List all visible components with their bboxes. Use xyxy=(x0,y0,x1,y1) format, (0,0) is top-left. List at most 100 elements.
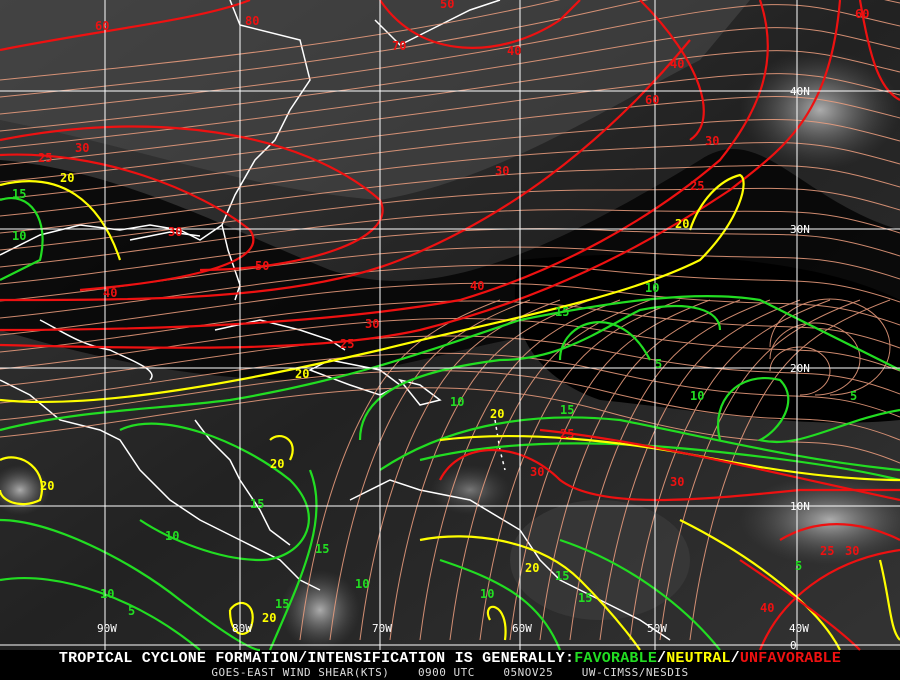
valid-date: 05NOV25 xyxy=(503,666,554,679)
streamline xyxy=(0,27,900,132)
contour-label-neutral: 20 xyxy=(295,367,309,381)
contour-favorable xyxy=(0,294,900,432)
contour-label-favorable: 5 xyxy=(128,604,135,618)
contour-unfavorable xyxy=(0,0,769,332)
longitude-label: 50W xyxy=(647,622,667,635)
contour-label-unfavorable: 30 xyxy=(75,141,89,155)
contour-favorable xyxy=(717,377,900,444)
credit: UW-CIMSS/NESDIS xyxy=(581,666,689,679)
contour-label-unfavorable: 40 xyxy=(470,279,484,293)
contour-label-favorable: 15 xyxy=(560,403,574,417)
contour-unfavorable xyxy=(539,428,900,502)
contour-label-unfavorable: 25 xyxy=(340,337,354,351)
longitude-label: 60W xyxy=(512,622,532,635)
contour-label-favorable: 15 xyxy=(578,591,592,605)
lat-lon-grid xyxy=(0,0,900,650)
streamline xyxy=(509,299,711,641)
longitude-label: 40W xyxy=(789,622,809,635)
streamline xyxy=(0,387,900,464)
contour-favorable xyxy=(268,469,318,651)
contour-neutral xyxy=(0,173,745,404)
contour-label-unfavorable: 80 xyxy=(245,14,259,28)
streamline xyxy=(479,299,681,641)
contour-label-favorable: 15 xyxy=(250,497,264,511)
contour-label-favorable: 15 xyxy=(555,305,569,319)
streamline xyxy=(599,299,801,641)
streamline xyxy=(389,299,591,641)
contour-label-unfavorable: 40 xyxy=(760,601,774,615)
contour-label-favorable: 10 xyxy=(450,395,464,409)
contour-favorable xyxy=(119,422,310,562)
valid-time: 0900 UTC xyxy=(417,666,475,679)
contour-label-unfavorable: 50 xyxy=(440,0,454,11)
contour-favorable xyxy=(0,197,44,281)
contour-label-neutral: 20 xyxy=(490,407,504,421)
contour-favorable xyxy=(379,416,900,472)
contour-label-neutral: 20 xyxy=(270,457,284,471)
contour-label-unfavorable: 30 xyxy=(845,544,859,558)
favorability-legend: TROPICAL CYCLONE FORMATION/INTENSIFICATI… xyxy=(0,651,900,666)
legend-neutral: NEUTRAL xyxy=(666,650,731,667)
contour-label-unfavorable: 25 xyxy=(820,544,834,558)
shear-contours xyxy=(0,0,900,652)
contour-neutral xyxy=(0,456,43,506)
legend-unfavorable: UNFAVORABLE xyxy=(739,650,842,667)
streamline xyxy=(0,335,900,395)
contour-label-unfavorable: 70 xyxy=(392,39,406,53)
contour-neutral xyxy=(487,605,507,641)
product-name: GOES-EAST WIND SHEAR(KTS) xyxy=(211,666,390,679)
contour-unfavorable xyxy=(0,125,384,272)
contour-label-neutral: 20 xyxy=(675,217,689,231)
contour-neutral xyxy=(679,519,841,651)
streamline-vortex xyxy=(769,298,891,396)
contour-neutral xyxy=(878,559,900,641)
contour-unfavorable xyxy=(0,0,842,349)
contour-label-unfavorable: 60 xyxy=(95,19,109,33)
latitude-label: 30N xyxy=(790,223,810,236)
streamline xyxy=(0,209,900,268)
contour-label-favorable: 10 xyxy=(645,281,659,295)
contour-neutral xyxy=(419,535,641,651)
contour-label-favorable: 5 xyxy=(850,389,857,403)
contour-label-unfavorable: 40 xyxy=(670,57,684,71)
streamline xyxy=(299,299,501,641)
contour-favorable xyxy=(0,576,201,651)
streamline xyxy=(329,299,531,641)
streamline xyxy=(629,299,831,641)
grid-labels: 90W 80W 70W 60W 50W 40W 40N 30N 20N 10N 0 xyxy=(97,85,810,652)
streamline xyxy=(0,164,900,234)
streamline xyxy=(659,299,861,641)
streamline xyxy=(419,299,621,641)
contour-unfavorable xyxy=(739,559,861,651)
contour-label-neutral: 20 xyxy=(40,479,54,493)
contour-label-favorable: 10 xyxy=(100,587,114,601)
streamline xyxy=(539,299,741,641)
contour-label-favorable: 10 xyxy=(355,577,369,591)
streamline xyxy=(0,73,900,166)
contour-label-unfavorable: 30 xyxy=(670,475,684,489)
product-info: GOES-EAST WIND SHEAR(KTS) 0900 UTC 05NOV… xyxy=(0,667,900,679)
streamline-vortex xyxy=(769,322,861,396)
contour-unfavorable xyxy=(439,449,900,502)
contour-neutral xyxy=(0,180,122,261)
contour-label-favorable: 15 xyxy=(315,542,329,556)
streamline xyxy=(0,370,900,441)
longitude-label: 70W xyxy=(372,622,392,635)
streamline xyxy=(0,96,900,183)
streamline xyxy=(689,299,891,641)
legend-favorable: FAVORABLE xyxy=(574,650,658,667)
contour-unfavorable xyxy=(758,548,900,651)
contour-label-neutral: 20 xyxy=(262,611,276,625)
contour-label-unfavorable: 60 xyxy=(645,93,659,107)
contour-label-favorable: 10 xyxy=(12,229,26,243)
contour-favorable xyxy=(439,558,562,651)
contour-favorable xyxy=(558,321,651,361)
streamline xyxy=(569,299,771,641)
contour-unfavorable xyxy=(0,39,691,302)
legend-separator: / xyxy=(730,650,740,667)
latitude-label: 40N xyxy=(790,85,810,98)
contour-label-favorable: 10 xyxy=(480,587,494,601)
contour-label-unfavorable: 30 xyxy=(168,225,182,239)
